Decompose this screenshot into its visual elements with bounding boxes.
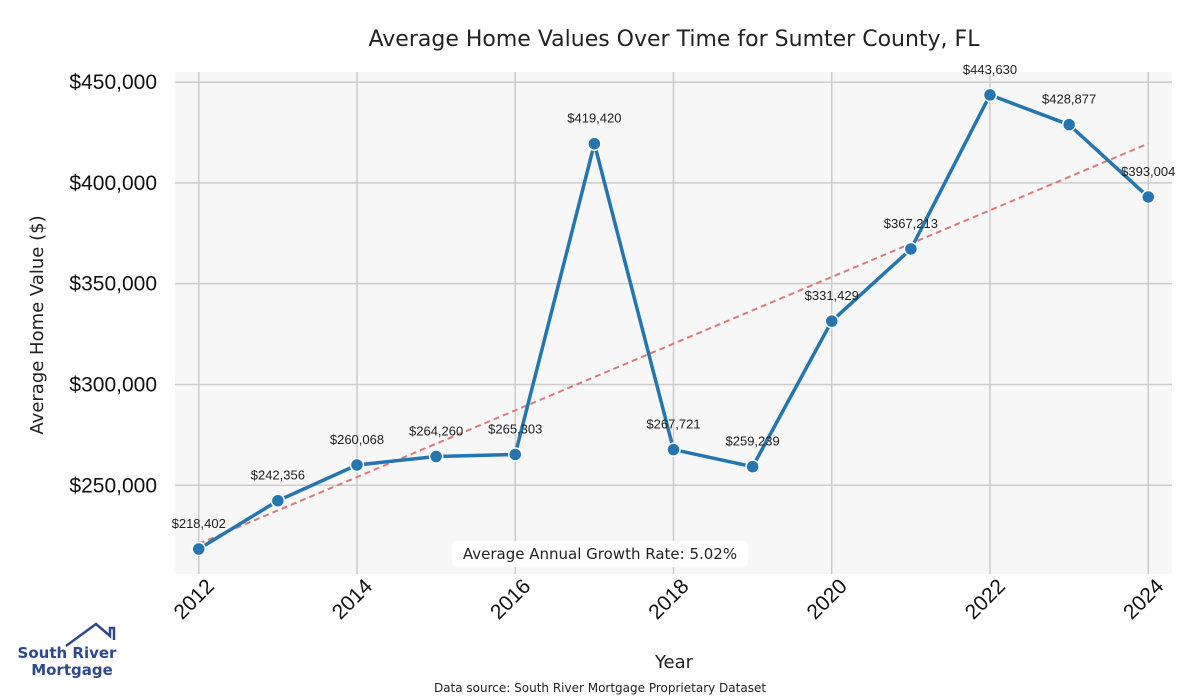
trend-line	[198, 142, 1149, 545]
y-tick-label: $400,000	[69, 172, 157, 195]
company-logo: South River Mortgage	[18, 622, 118, 679]
house-roof-icon	[65, 622, 116, 648]
data-label: $259,239	[726, 434, 780, 449]
data-point	[587, 136, 602, 151]
data-point	[982, 87, 998, 103]
data-point	[507, 447, 523, 462]
x-tick-label: 2012	[169, 575, 218, 624]
data-label: $264,260	[409, 424, 463, 439]
data-labels: $218,402 $242,356 $260,068 $264,260 $265,303…	[172, 62, 1176, 531]
chart-title: Average Home Values Over Time for Sumter…	[369, 27, 981, 52]
x-tick-label: 2020	[803, 575, 852, 624]
x-tick-label: 2024	[1119, 575, 1169, 625]
data-label: $367,213	[884, 216, 938, 231]
data-points	[191, 87, 1156, 557]
y-tick-label: $350,000	[69, 273, 157, 296]
data-point	[824, 313, 840, 329]
data-point	[270, 493, 286, 508]
y-tick-label: $450,000	[69, 71, 157, 94]
data-label: $419,420	[567, 111, 621, 126]
data-point	[428, 449, 444, 464]
data-point	[903, 241, 919, 257]
data-label: $260,068	[330, 432, 384, 447]
data-label: $393,004	[1121, 164, 1175, 179]
y-axis: $250,000 $300,000 $350,000 $400,000 $450,000	[69, 71, 157, 497]
data-label: $265,303	[488, 421, 542, 436]
data-point	[1061, 117, 1077, 132]
data-label: $331,429	[805, 288, 859, 303]
data-label: $242,356	[251, 468, 305, 483]
x-tick-label: 2016	[486, 575, 535, 624]
logo-line-1: South River	[18, 644, 118, 662]
y-tick-label: $250,000	[69, 474, 157, 497]
growth-annotation: Average Annual Growth Rate: 5.02%	[463, 545, 737, 563]
y-tick-label: $300,000	[69, 373, 157, 396]
data-label: $267,721	[646, 417, 700, 432]
x-tick-label: 2018	[644, 575, 693, 624]
data-point	[349, 457, 365, 473]
y-axis-title: Average Home Value ($)	[27, 215, 48, 434]
x-tick-label: 2014	[328, 575, 378, 625]
data-label: $443,630	[963, 62, 1017, 77]
data-source-note: Data source: South River Mortgage Propri…	[434, 681, 766, 695]
data-point	[1141, 189, 1156, 205]
data-label: $218,402	[172, 516, 226, 531]
data-label: $428,877	[1042, 92, 1096, 107]
data-point	[191, 541, 206, 557]
x-axis-title: Year	[654, 652, 694, 673]
data-point	[666, 442, 681, 457]
x-tick-label: 2022	[961, 575, 1010, 624]
logo-line-2: Mortgage	[31, 661, 113, 679]
data-point	[745, 459, 760, 474]
growth-annotation-box	[452, 541, 748, 567]
x-axis: 2012 2014 2016 2018 2020 2022 2024	[169, 575, 1168, 625]
